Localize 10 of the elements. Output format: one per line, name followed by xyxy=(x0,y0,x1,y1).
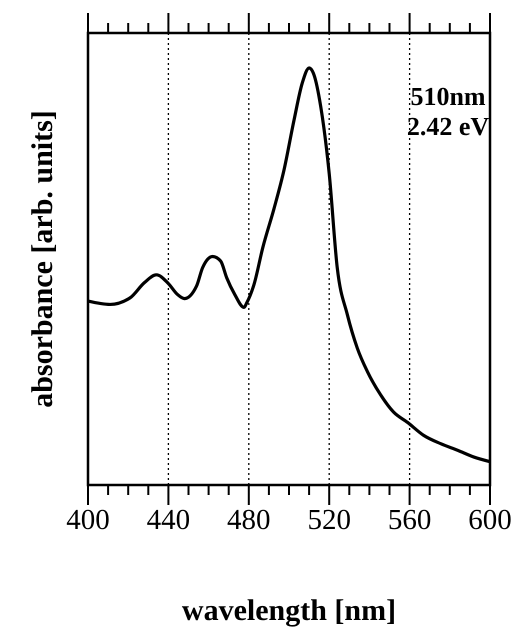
x-axis-title: wavelength [nm] xyxy=(182,594,396,627)
x-tick-label: 440 xyxy=(146,504,190,536)
x-tick-label: 520 xyxy=(307,504,351,536)
x-tick-label: 400 xyxy=(66,504,110,536)
annotation: 2.42 eV xyxy=(406,112,490,141)
x-tick-label: 560 xyxy=(388,504,432,536)
y-axis-title: absorbance [arb. units] xyxy=(26,110,59,408)
x-tick-label: 480 xyxy=(227,504,271,536)
annotation: 510nm xyxy=(410,82,486,111)
x-tick-label: 600 xyxy=(468,504,512,536)
